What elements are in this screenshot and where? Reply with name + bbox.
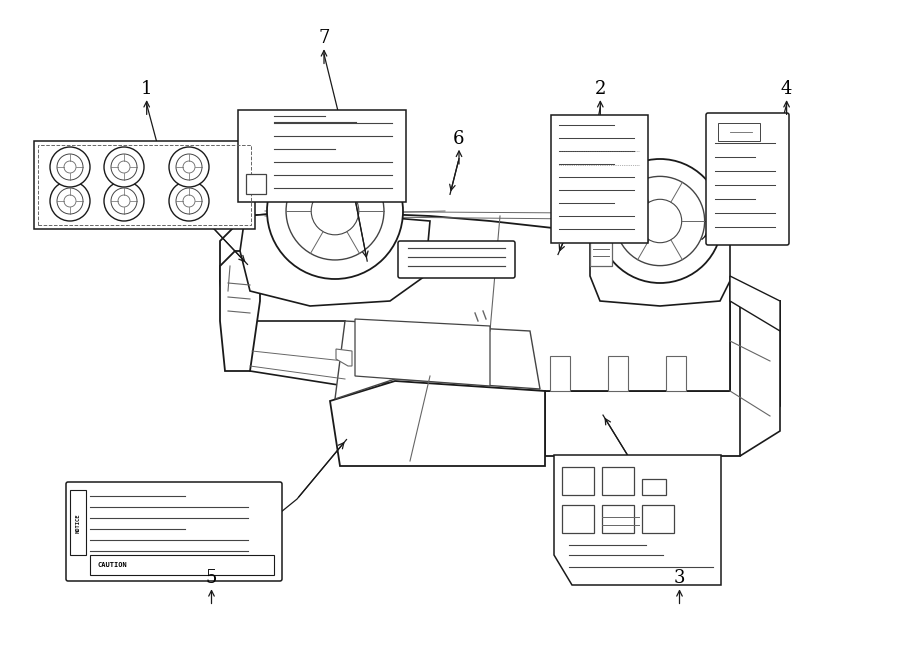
Bar bbox=[38, 145, 251, 225]
Polygon shape bbox=[220, 251, 260, 371]
Circle shape bbox=[183, 195, 195, 207]
Circle shape bbox=[169, 181, 209, 221]
Circle shape bbox=[118, 195, 130, 207]
Circle shape bbox=[598, 159, 722, 283]
Text: 4: 4 bbox=[781, 80, 792, 98]
Bar bbox=[562, 467, 594, 495]
Bar bbox=[34, 141, 255, 229]
Circle shape bbox=[111, 188, 137, 214]
Bar bbox=[608, 356, 628, 391]
Circle shape bbox=[57, 188, 83, 214]
Text: 6: 6 bbox=[454, 130, 464, 148]
Circle shape bbox=[104, 181, 144, 221]
Bar bbox=[70, 490, 86, 555]
Circle shape bbox=[64, 161, 76, 173]
Circle shape bbox=[183, 161, 195, 173]
Circle shape bbox=[267, 143, 403, 279]
Text: CAUTION: CAUTION bbox=[98, 562, 128, 568]
Polygon shape bbox=[220, 211, 730, 391]
Bar bbox=[642, 479, 666, 495]
Circle shape bbox=[64, 195, 76, 207]
Polygon shape bbox=[335, 321, 540, 399]
Circle shape bbox=[311, 187, 359, 235]
Polygon shape bbox=[336, 349, 352, 366]
Bar bbox=[642, 505, 674, 533]
Bar bbox=[246, 174, 266, 194]
Circle shape bbox=[118, 161, 130, 173]
Bar bbox=[238, 110, 406, 202]
Circle shape bbox=[176, 154, 202, 180]
Polygon shape bbox=[554, 455, 721, 585]
Polygon shape bbox=[225, 321, 345, 386]
Text: 5: 5 bbox=[206, 569, 217, 588]
Bar bbox=[551, 115, 648, 243]
Polygon shape bbox=[240, 211, 430, 306]
Polygon shape bbox=[330, 381, 545, 466]
Bar bbox=[590, 238, 612, 266]
Circle shape bbox=[616, 176, 705, 266]
Polygon shape bbox=[545, 301, 780, 456]
Bar bbox=[718, 123, 760, 141]
Polygon shape bbox=[590, 213, 730, 306]
Circle shape bbox=[169, 147, 209, 187]
Bar bbox=[562, 505, 594, 533]
Bar bbox=[602, 505, 634, 533]
Polygon shape bbox=[740, 301, 780, 456]
Circle shape bbox=[57, 154, 83, 180]
Circle shape bbox=[176, 188, 202, 214]
Text: 7: 7 bbox=[319, 29, 329, 48]
Circle shape bbox=[50, 181, 90, 221]
Polygon shape bbox=[355, 319, 490, 386]
Polygon shape bbox=[730, 276, 780, 331]
Circle shape bbox=[50, 147, 90, 187]
FancyBboxPatch shape bbox=[398, 241, 515, 278]
Bar bbox=[666, 356, 686, 391]
Circle shape bbox=[111, 154, 137, 180]
FancyBboxPatch shape bbox=[706, 113, 789, 245]
Text: 2: 2 bbox=[595, 80, 606, 98]
Bar bbox=[470, 257, 505, 271]
Text: NOTICE: NOTICE bbox=[76, 513, 80, 533]
Circle shape bbox=[286, 162, 384, 260]
Text: 3: 3 bbox=[674, 569, 685, 588]
FancyBboxPatch shape bbox=[66, 482, 282, 581]
Bar bbox=[602, 467, 634, 495]
Bar bbox=[550, 356, 570, 391]
Bar bbox=[90, 555, 274, 575]
Circle shape bbox=[638, 200, 681, 243]
Text: 1: 1 bbox=[141, 80, 152, 98]
Circle shape bbox=[104, 147, 144, 187]
